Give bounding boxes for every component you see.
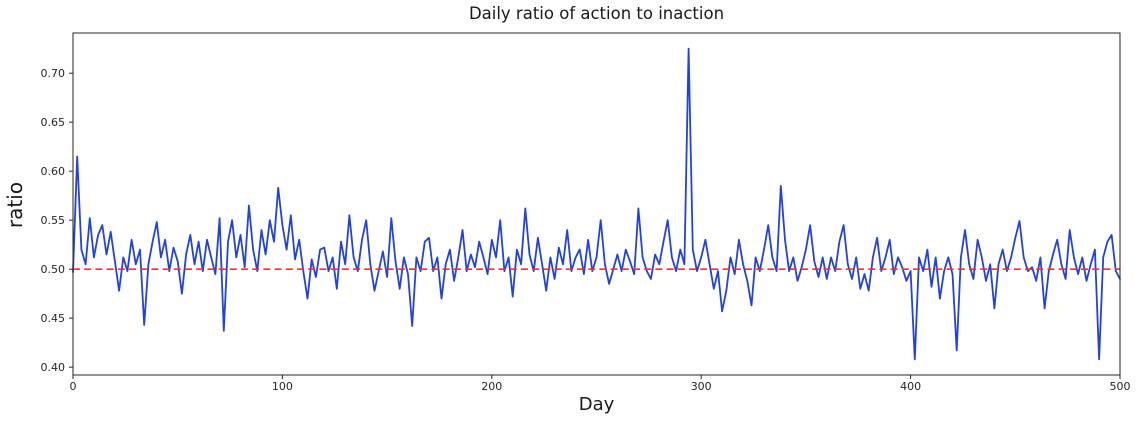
y-axis-label: ratio (3, 181, 27, 229)
chart-title: Daily ratio of action to inaction (468, 4, 725, 23)
y-tick-label: 0.50 (41, 263, 66, 276)
x-axis-label: Day (578, 394, 615, 415)
y-tick-label: 0.70 (41, 67, 66, 80)
x-tick-label: 500 (1110, 380, 1131, 393)
y-tick-label: 0.65 (41, 116, 66, 129)
daily-ratio-series (72, 47, 1121, 361)
y-tick-label: 0.55 (41, 214, 66, 227)
x-tick-label: 400 (900, 380, 921, 393)
y-tick-label: 0.40 (41, 361, 66, 374)
plot-spines (72, 32, 1121, 376)
x-tick-label: 200 (481, 380, 502, 393)
y-tick-label: 0.45 (41, 312, 66, 325)
x-tick-label: 300 (691, 380, 712, 393)
x-tick-label: 0 (70, 380, 77, 393)
x-tick-label: 100 (272, 380, 293, 393)
y-tick-label: 0.60 (41, 165, 66, 178)
